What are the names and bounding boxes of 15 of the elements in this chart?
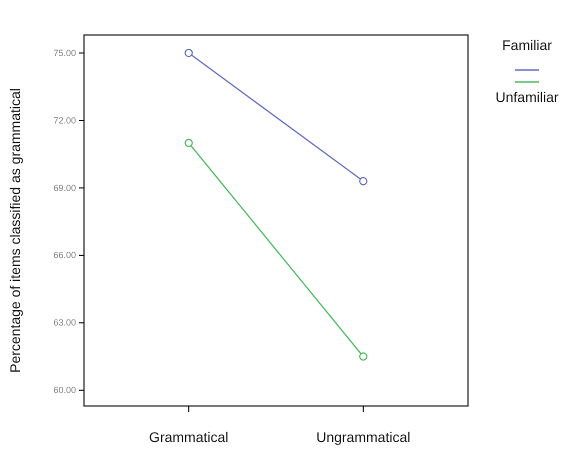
y-tick-label: 60.00 [53,385,76,396]
point [184,48,193,58]
legend-label: Unfamiliar [495,89,559,105]
y-tick-label: 63.00 [53,318,76,328]
y-tick-label: 72.00 [53,115,76,126]
x-tick-label: Grammatical [149,428,228,445]
y-tick-label: 69.00 [53,182,76,193]
text: Familiar [502,37,552,53]
y-tick-label: 75.00 [53,48,76,58]
point [359,352,368,361]
x-tick-label: Ungrammatical [316,428,410,445]
point [359,176,368,186]
y-tick-label: 66.00 [53,250,76,260]
y-axis-title: Percentage of items classified as grammatical [7,88,23,373]
point [184,138,193,148]
